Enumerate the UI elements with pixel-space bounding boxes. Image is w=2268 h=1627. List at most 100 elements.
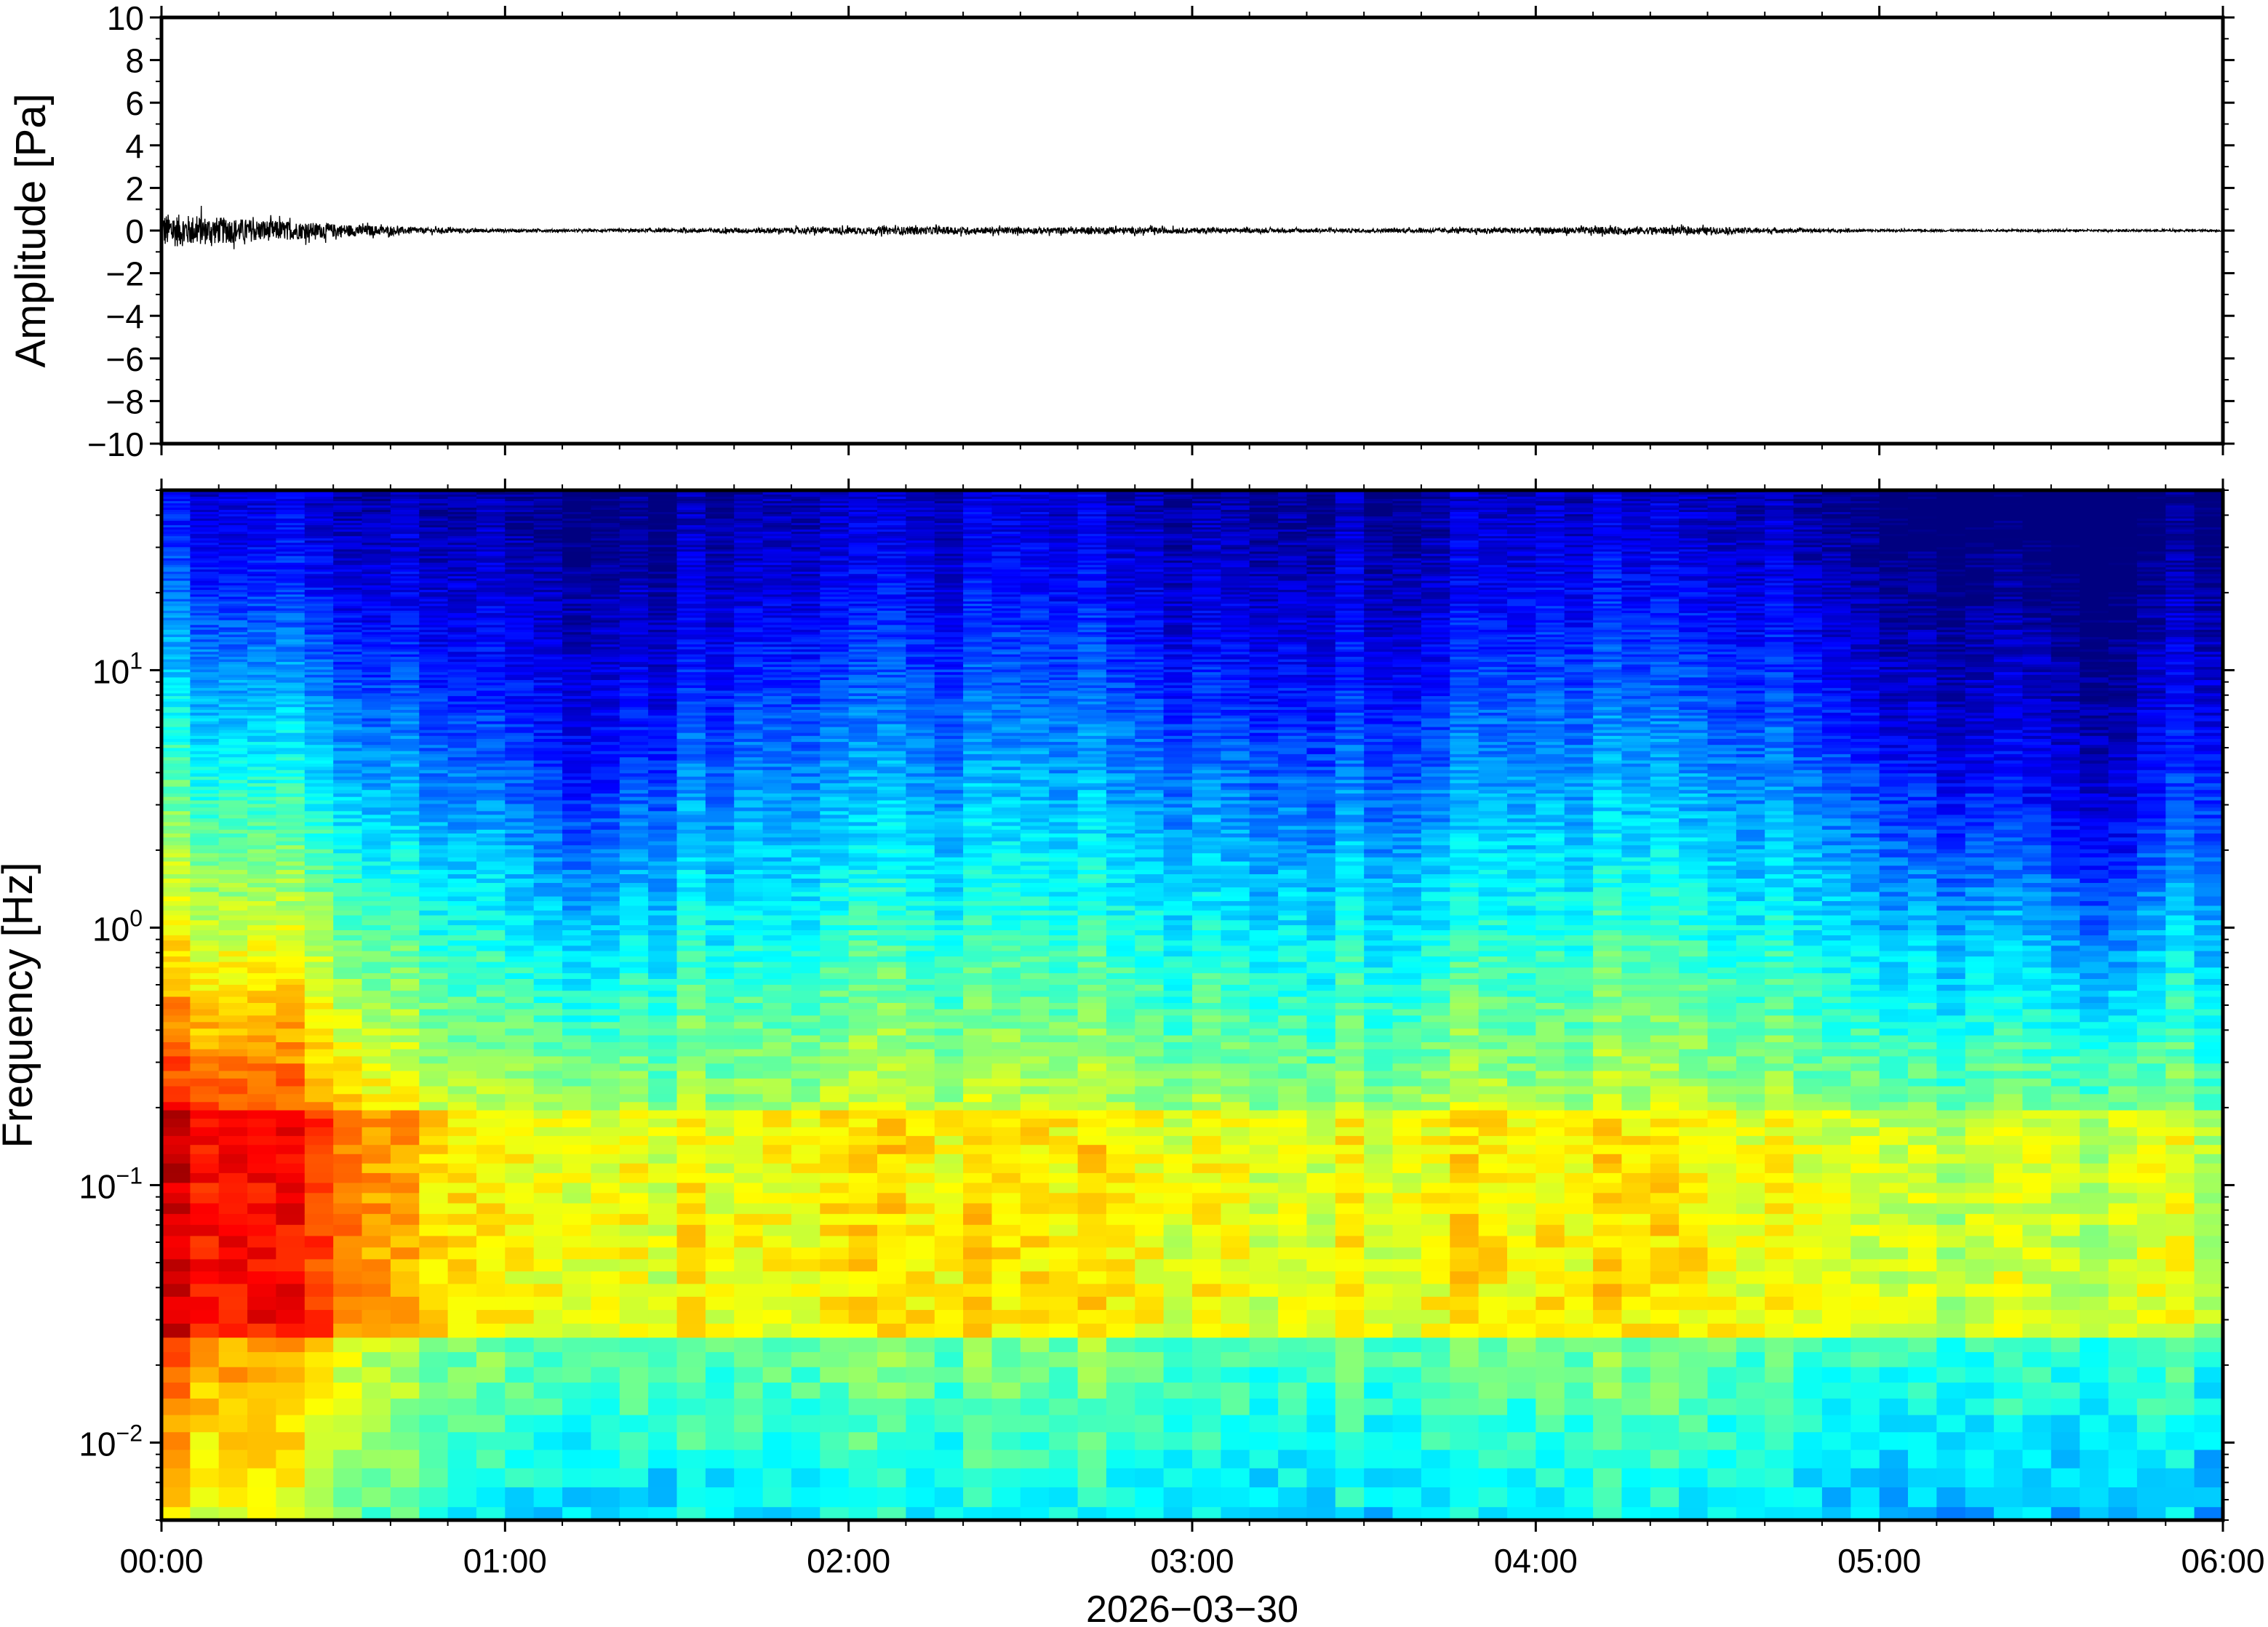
spectrogram-cell xyxy=(276,997,305,1004)
spectrogram-cell xyxy=(476,719,506,722)
spectrogram-cell xyxy=(161,730,191,734)
spectrogram-cell xyxy=(305,916,334,921)
spectrogram-cell xyxy=(247,1415,276,1433)
spectrogram-cell xyxy=(391,660,420,663)
spectrogram-cell xyxy=(419,667,448,670)
spectrogram-cell xyxy=(161,1352,191,1367)
spectrogram-cell xyxy=(219,1284,248,1297)
spectrogram-cell xyxy=(391,1079,420,1087)
spectrogram-cell xyxy=(791,1063,820,1071)
spectrogram-cell xyxy=(476,1468,506,1488)
spectrogram-cell xyxy=(476,1324,506,1338)
spectrogram-cell xyxy=(648,583,677,586)
spectrogram-cell xyxy=(448,675,477,678)
spectrogram-cell xyxy=(677,547,706,550)
spectrogram-cell xyxy=(247,713,276,716)
spectrogram-cell xyxy=(677,807,706,812)
spectrogram-cell xyxy=(677,770,706,774)
spectrogram-cell xyxy=(362,521,391,524)
spectrogram-cell xyxy=(648,1102,677,1111)
spectrogram-cell xyxy=(476,1079,506,1087)
spectrogram-cell xyxy=(677,883,706,888)
spectrogram-cell xyxy=(391,783,420,787)
spectrogram-cell xyxy=(534,801,563,805)
spectrogram-cell xyxy=(648,935,677,941)
spectrogram-cell xyxy=(648,1145,677,1154)
spectrogram-cell xyxy=(247,879,276,884)
spectrogram-cell xyxy=(219,777,248,780)
spectrogram-cell xyxy=(534,699,563,702)
spectrogram-cell xyxy=(677,1015,706,1023)
spectrogram-cell xyxy=(763,866,792,870)
spectrogram-cell xyxy=(648,911,677,916)
spectrogram-cell xyxy=(534,754,563,758)
spectrogram-cell xyxy=(219,1324,248,1338)
spectrogram-cell xyxy=(620,818,649,823)
spectrogram-cell xyxy=(791,906,820,911)
spectrogram-cell xyxy=(448,866,477,870)
spectrogram-cell xyxy=(276,777,305,780)
spectrogram-cell xyxy=(763,777,792,780)
spectrogram-cell xyxy=(706,911,735,916)
spectrogram-cell xyxy=(648,662,677,665)
spectrogram-cell xyxy=(791,748,820,751)
spectrogram-cell xyxy=(190,862,219,866)
spectrogram-cell xyxy=(562,850,591,854)
spectrogram-cell xyxy=(591,956,620,962)
spectrogram-cell xyxy=(706,767,735,770)
spectrogram-cell xyxy=(620,670,649,673)
spectrogram-cell xyxy=(648,1079,677,1087)
spectrogram-cell xyxy=(276,739,305,743)
spectrogram-cell xyxy=(161,850,191,854)
spectrogram-cell xyxy=(677,780,706,783)
spectrogram-cell xyxy=(734,733,763,737)
spectrogram-cell xyxy=(763,901,792,906)
spectrogram-cell xyxy=(763,940,792,946)
spectrogram-cell xyxy=(620,754,649,758)
spectrogram-cell xyxy=(190,797,219,801)
spectrogram-cell xyxy=(190,745,219,748)
spectrogram-cell xyxy=(620,652,649,655)
spectrogram-cell xyxy=(677,635,706,638)
spectrogram-cell xyxy=(190,811,219,815)
spectrogram-cell xyxy=(219,866,248,870)
spectrogram-cell xyxy=(763,1119,792,1127)
spectrogram-cell xyxy=(620,1154,649,1164)
spectrogram-cell xyxy=(505,1236,534,1247)
spectrogram-cell xyxy=(391,672,420,675)
spectrogram-cell xyxy=(247,1259,276,1271)
spectrogram-cell xyxy=(591,1204,620,1215)
spectrogram-cell xyxy=(305,790,334,793)
spectrogram-cell xyxy=(562,1022,591,1029)
spectrogram-cell xyxy=(419,652,448,655)
spectrogram-cell xyxy=(219,1214,248,1226)
spectrogram-cell xyxy=(562,853,591,858)
spectrogram-cell xyxy=(476,727,506,731)
spectrogram-cell xyxy=(534,874,563,879)
spectrogram-cell xyxy=(362,770,391,774)
spectrogram-cell xyxy=(391,1193,420,1204)
spectrogram-cell xyxy=(161,675,191,678)
spectrogram-cell xyxy=(276,547,305,550)
spectrogram-cell xyxy=(305,1050,334,1057)
spectrogram-cell xyxy=(677,906,706,911)
spectrogram-cell xyxy=(763,660,792,663)
spectrogram-cell xyxy=(276,920,305,925)
spectrogram-cell xyxy=(763,822,792,826)
spectrogram-cell xyxy=(448,613,477,616)
spectrogram-cell xyxy=(419,1111,448,1119)
spectrogram-cell xyxy=(333,733,362,737)
spectrogram-cell xyxy=(419,1450,448,1469)
spectrogram-cell xyxy=(333,1056,362,1064)
spectrogram-cell xyxy=(505,739,534,743)
spectrogram-cell xyxy=(677,916,706,921)
spectrogram-cell xyxy=(648,1015,677,1023)
spectrogram-cell xyxy=(448,1015,477,1023)
spectrogram-cell xyxy=(591,680,620,683)
spectrogram-cell xyxy=(219,946,248,951)
spectrogram-cell xyxy=(534,704,563,707)
spectrogram-cell xyxy=(476,826,506,831)
spectrogram-cell xyxy=(677,879,706,884)
spectrogram-cell xyxy=(677,1154,706,1164)
spectrogram-cell xyxy=(419,842,448,846)
